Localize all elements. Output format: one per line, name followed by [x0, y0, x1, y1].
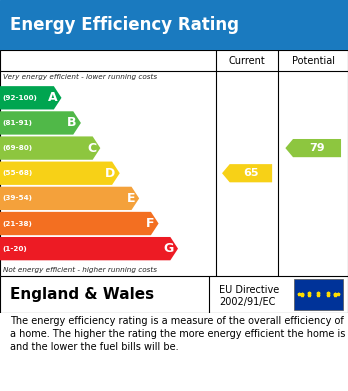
Bar	[294, 279, 343, 310]
Text: (81-91): (81-91)	[3, 120, 33, 126]
Text: Very energy efficient - lower running costs: Very energy efficient - lower running co…	[3, 74, 158, 80]
Text: B: B	[67, 117, 77, 129]
Text: F: F	[146, 217, 155, 230]
Text: Potential: Potential	[292, 56, 335, 66]
Polygon shape	[0, 161, 120, 185]
Polygon shape	[0, 212, 159, 235]
Text: (69-80): (69-80)	[3, 145, 33, 151]
Text: C: C	[87, 142, 96, 154]
Text: 65: 65	[243, 168, 259, 178]
Text: A: A	[48, 91, 57, 104]
Text: D: D	[105, 167, 116, 180]
Text: Current: Current	[229, 56, 266, 66]
Text: (55-68): (55-68)	[3, 170, 33, 176]
Text: The energy efficiency rating is a measure of the overall efficiency of a home. T: The energy efficiency rating is a measur…	[10, 316, 346, 352]
Text: G: G	[164, 242, 174, 255]
Text: England & Wales: England & Wales	[10, 287, 155, 302]
Text: (39-54): (39-54)	[3, 196, 33, 201]
Text: Energy Efficiency Rating: Energy Efficiency Rating	[10, 16, 239, 34]
Polygon shape	[0, 187, 139, 210]
Text: (21-38): (21-38)	[3, 221, 33, 226]
Text: 79: 79	[309, 143, 325, 153]
Polygon shape	[0, 111, 81, 135]
Text: E: E	[126, 192, 135, 205]
Text: Not energy efficient - higher running costs: Not energy efficient - higher running co…	[3, 267, 158, 273]
Polygon shape	[0, 86, 62, 109]
Polygon shape	[0, 136, 100, 160]
Polygon shape	[222, 164, 272, 182]
Text: 2002/91/EC: 2002/91/EC	[219, 297, 276, 307]
Text: (92-100): (92-100)	[3, 95, 38, 101]
Text: (1-20): (1-20)	[3, 246, 27, 252]
Polygon shape	[285, 139, 341, 157]
Text: EU Directive: EU Directive	[219, 285, 279, 295]
Polygon shape	[0, 237, 178, 260]
